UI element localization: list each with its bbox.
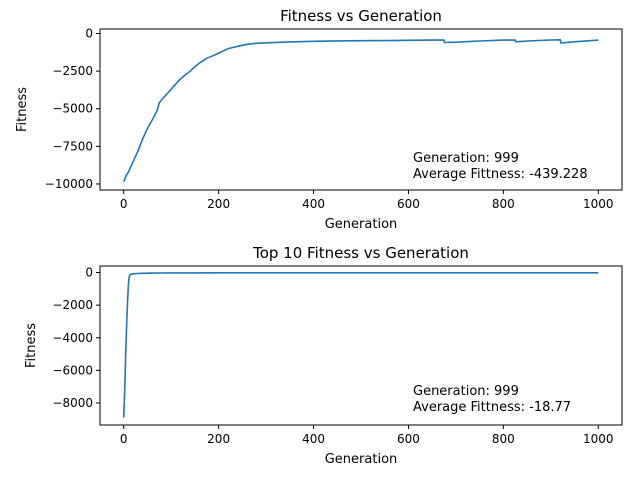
x-tick-label: 1000: [583, 197, 614, 211]
annotation-text: Average Fittness: -439.228: [413, 167, 588, 182]
y-axis-label: Fitness: [15, 87, 30, 132]
x-tick-label: 800: [492, 197, 515, 211]
y-tick-label: 0: [85, 27, 93, 41]
y-tick-label: −10000: [45, 177, 93, 191]
series-line-0: [122, 38, 599, 182]
y-tick-label: −7500: [52, 139, 93, 153]
y-tick-label: −2500: [52, 64, 93, 78]
x-tick-label: 200: [207, 432, 230, 446]
x-tick-label: 1000: [583, 432, 614, 446]
annotation-text: Generation: 999: [413, 384, 519, 399]
x-tick-label: 600: [397, 432, 420, 446]
x-axis-label: Generation: [325, 452, 398, 467]
x-axis-label: Generation: [325, 217, 398, 232]
x-tick-label: 400: [302, 197, 325, 211]
chart-title: Top 10 Fitness vs Generation: [252, 244, 469, 262]
x-tick-label: 800: [492, 432, 515, 446]
axes-frame: [99, 265, 623, 426]
y-tick-label: −8000: [52, 396, 93, 410]
fitness-chart: 0 200 400 600 800 1000 0 −2500 −5000 −7500 −10000 F…: [15, 7, 623, 232]
axes-frame: [99, 28, 623, 191]
y-tick-label: −4000: [52, 331, 93, 345]
x-tick-label: 0: [120, 197, 128, 211]
x-tick-label: 400: [302, 432, 325, 446]
x-tick-label: 200: [207, 197, 230, 211]
x-tick-label: 0: [120, 432, 128, 446]
y-tick-label: −5000: [52, 102, 93, 116]
series-line-0: [122, 271, 599, 418]
chart-title: Fitness vs Generation: [280, 7, 442, 25]
y-tick-label: −6000: [52, 363, 93, 377]
y-tick-label: 0: [85, 266, 93, 280]
x-tick-label: 600: [397, 197, 420, 211]
annotation-text: Generation: 999: [413, 151, 519, 166]
annotation-text: Average Fittness: -18.77: [413, 400, 571, 415]
y-tick-label: −2000: [52, 298, 93, 312]
y-axis-label: Fitness: [24, 323, 39, 368]
top10-fitness-chart: 0 200 400 600 800 1000 0 −2000 −4000 −6000 −8000 To…: [24, 244, 623, 467]
